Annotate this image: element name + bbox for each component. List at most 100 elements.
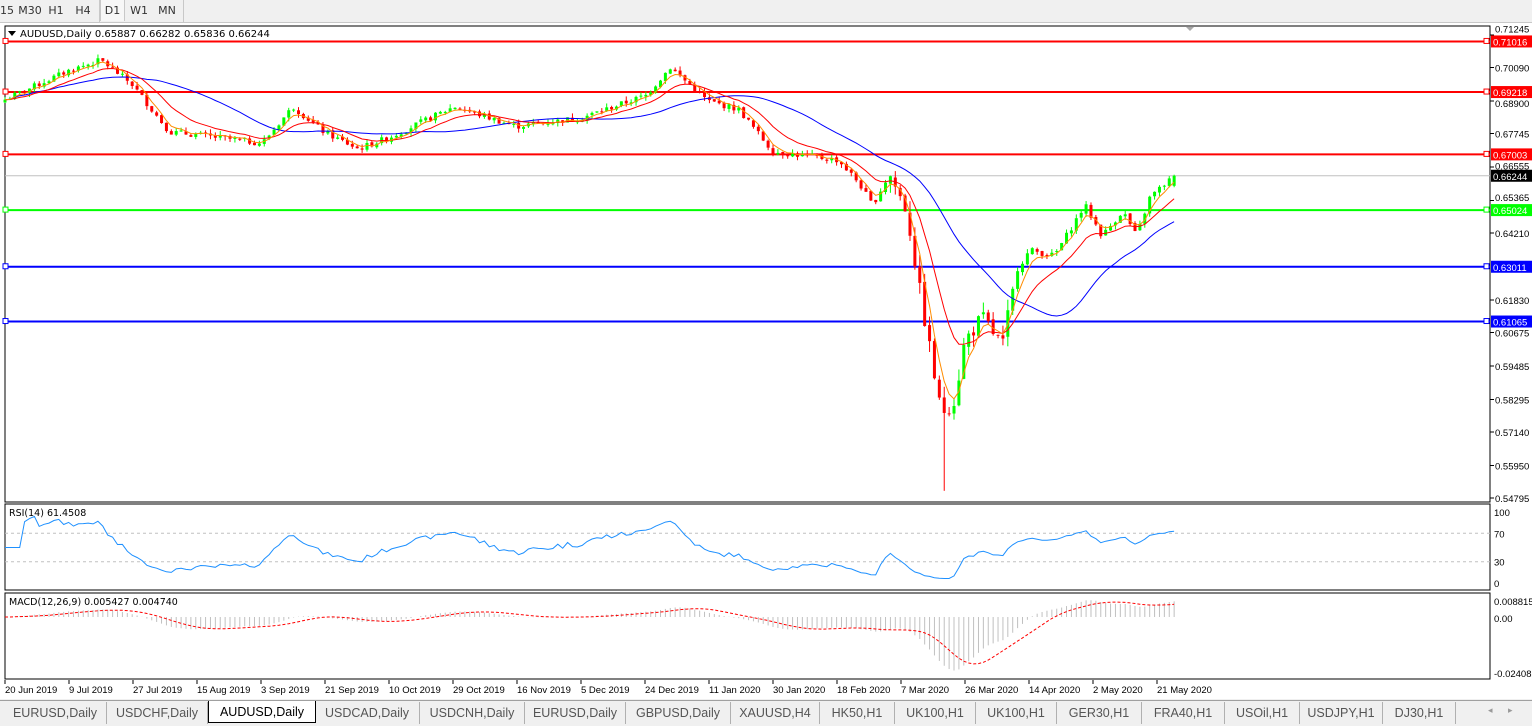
price-tick-label: 0.71245 <box>1495 24 1529 35</box>
chart-tab[interactable]: UK100,H1 <box>895 702 976 724</box>
chart-tab[interactable]: USDJPY,H1 <box>1300 702 1383 724</box>
timeframe-mn[interactable]: MN <box>158 4 176 17</box>
level-price-label: 0.71016 <box>1493 37 1527 48</box>
candle-body <box>409 128 413 133</box>
candle-body <box>1030 248 1034 255</box>
chart-tab[interactable]: USDCHF,Daily <box>107 702 208 724</box>
chart-tab[interactable]: GER30,H1 <box>1057 702 1142 724</box>
candle-body <box>1162 185 1166 187</box>
candle-body <box>1074 218 1078 231</box>
candle-body <box>610 107 614 110</box>
candle-body <box>155 112 159 116</box>
chart-tab[interactable]: DJ30,H1 <box>1383 702 1456 724</box>
candle-body <box>791 153 795 157</box>
candle-body <box>766 140 770 148</box>
chart-tab[interactable]: USDCNH,Daily <box>420 702 525 724</box>
candle-body <box>135 85 139 90</box>
candle-body <box>820 155 824 159</box>
level-price-badge <box>1491 204 1532 217</box>
level-anchor-handle[interactable] <box>2 150 9 157</box>
candle-body <box>908 212 912 236</box>
candle-body <box>751 120 755 127</box>
candle-body <box>619 101 623 106</box>
level-anchor-handle[interactable] <box>1483 263 1490 270</box>
chart-tab[interactable]: GBPUSD,Daily <box>626 702 731 724</box>
candle-body <box>213 135 217 138</box>
level-anchor-handle[interactable] <box>1483 318 1490 325</box>
level-anchor-handle[interactable] <box>2 318 9 325</box>
level-anchor-handle[interactable] <box>1483 88 1490 95</box>
candle-body <box>1167 178 1171 186</box>
price-tick-label: 0.64210 <box>1495 229 1529 240</box>
level-anchor-handle[interactable] <box>1483 37 1490 44</box>
timeframe-m15[interactable]: 15 <box>0 4 14 17</box>
candle-body <box>233 137 237 139</box>
candle-body <box>517 123 521 129</box>
candle-body <box>502 122 506 124</box>
price-tick-label: 0.68900 <box>1495 99 1529 110</box>
chart-tab[interactable]: UK100,H1 <box>976 702 1057 724</box>
candle-body <box>47 81 51 84</box>
timeframe-m30[interactable]: M30 <box>18 4 42 17</box>
level-price-badge <box>1491 260 1532 273</box>
chart-tab[interactable]: FRA40,H1 <box>1142 702 1225 724</box>
candle-body <box>1065 232 1069 244</box>
candle-body <box>1084 204 1088 214</box>
level-anchor-handle[interactable] <box>2 88 9 95</box>
candle-body <box>614 106 618 110</box>
chart-tab[interactable]: USDCAD,Daily <box>315 702 420 724</box>
candle-body <box>67 69 71 76</box>
rsi-line <box>5 515 1175 579</box>
chart-tab[interactable]: AUDUSD,Daily <box>208 701 316 723</box>
scroll-left-icon[interactable]: ◂ <box>1488 706 1493 716</box>
candle-body <box>1011 288 1015 311</box>
scroll-right-icon[interactable]: ▸ <box>1508 706 1513 716</box>
candle-body <box>756 126 760 132</box>
chart-tab[interactable]: USOil,H1 <box>1225 702 1300 724</box>
candle-body <box>218 135 222 138</box>
candle-body <box>1079 212 1083 218</box>
candle-body <box>350 143 354 147</box>
level-price-label: 0.63011 <box>1493 263 1527 274</box>
level-anchor-handle[interactable] <box>2 263 9 270</box>
candle-body <box>257 143 261 146</box>
collapse-triangle-icon[interactable] <box>8 31 16 36</box>
candle-body <box>365 142 369 150</box>
level-anchor-handle[interactable] <box>1483 206 1490 213</box>
date-label: 24 Dec 2019 <box>645 685 699 696</box>
date-label: 7 Mar 2020 <box>901 685 949 696</box>
timeframe-h4[interactable]: H4 <box>75 4 91 17</box>
chart-tab[interactable]: XAUUSD,H4 <box>731 702 820 724</box>
candle-body <box>546 123 550 125</box>
candle-body <box>145 94 149 107</box>
date-label: 10 Oct 2019 <box>389 685 441 696</box>
chart-tab[interactable]: HK50,H1 <box>820 702 895 724</box>
candle-body <box>101 58 105 61</box>
level-anchor-handle[interactable] <box>1483 150 1490 157</box>
toolbar-separator <box>183 0 184 22</box>
candle-body <box>624 100 628 104</box>
level-anchor-handle[interactable] <box>2 37 9 44</box>
candle-body <box>962 344 966 379</box>
candle-body <box>1069 230 1073 234</box>
candle-body <box>932 341 936 379</box>
level-anchor-handle[interactable] <box>2 206 9 213</box>
chart-tab[interactable]: EURUSD,Daily <box>4 702 107 724</box>
level-price-badge <box>1491 86 1532 99</box>
timeframe-h1[interactable]: H1 <box>48 4 64 17</box>
candle-body <box>707 97 711 101</box>
candle-body <box>86 64 90 67</box>
date-label: 5 Dec 2019 <box>581 685 630 696</box>
date-label: 14 Apr 2020 <box>1029 685 1080 696</box>
chart-tab[interactable]: EURUSD,Daily <box>525 702 626 724</box>
timeframe-d1[interactable]: D1 <box>100 0 125 21</box>
timeframe-w1[interactable]: W1 <box>130 4 148 17</box>
candle-body <box>1123 214 1127 217</box>
candle-body <box>649 92 653 95</box>
chart-symbol-header: AUDUSD,Daily 0.65887 0.66282 0.65836 0.6… <box>8 29 270 40</box>
level-price-label: 0.67003 <box>1493 150 1527 161</box>
candle-body <box>888 176 892 184</box>
candle-body <box>556 119 560 123</box>
candle-body <box>341 136 345 140</box>
